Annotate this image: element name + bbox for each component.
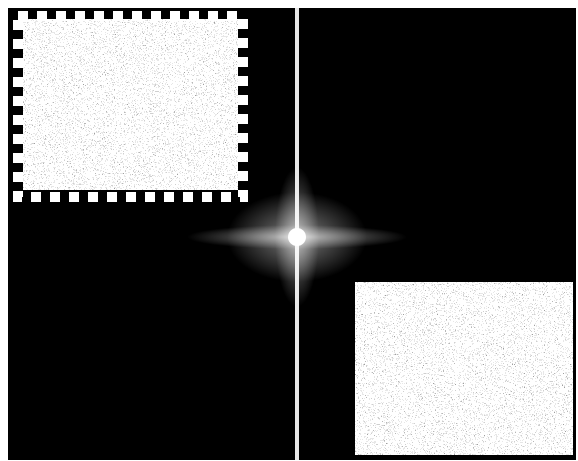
noise-block-bottom-right — [355, 282, 573, 455]
spectrum-image — [0, 0, 578, 461]
center-peak — [288, 228, 306, 246]
page — [0, 0, 578, 461]
noise-block-top-left — [23, 19, 238, 190]
